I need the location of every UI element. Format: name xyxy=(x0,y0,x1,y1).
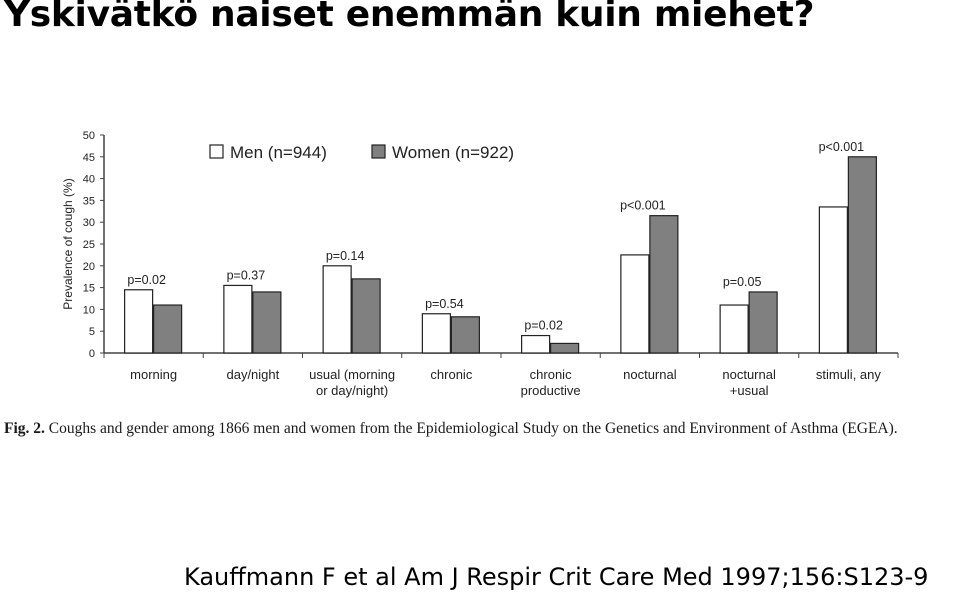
bar-men xyxy=(521,334,551,354)
x-tick-label: chronic xyxy=(530,367,572,382)
bar-women xyxy=(748,291,778,354)
p-value-label: p=0.37 xyxy=(227,268,266,282)
legend-label: Men (n=944) xyxy=(230,143,327,162)
legend-swatch-women xyxy=(371,144,386,159)
bar-women xyxy=(450,316,480,354)
bar-women xyxy=(351,278,381,354)
x-tick-label: morning xyxy=(130,367,177,382)
p-value-label: p=0.54 xyxy=(425,297,464,311)
p-value-label: p=0.02 xyxy=(127,273,166,287)
x-tick-label: or day/night) xyxy=(316,383,388,398)
x-tick-label: chronic xyxy=(430,367,472,382)
citation: Kauffmann F et al Am J Respir Crit Care … xyxy=(184,563,929,591)
y-tick-label: 45 xyxy=(83,152,95,164)
x-tick-label: usual (morning xyxy=(309,367,395,382)
bar-men xyxy=(620,254,650,354)
bar-women xyxy=(252,291,282,354)
bar-men xyxy=(421,313,451,354)
y-tick-label: 25 xyxy=(83,239,95,251)
bar-women xyxy=(550,342,580,354)
p-value-label: p<0.001 xyxy=(620,199,666,213)
figure-caption-text: Coughs and gender among 1866 men and wom… xyxy=(48,420,898,437)
bar-women xyxy=(153,304,183,354)
x-tick-label: nocturnal xyxy=(722,367,776,382)
y-tick-label: 15 xyxy=(83,283,95,295)
cough-prevalence-chart: 0 5 10 15 20 25 30 35 40 45 50 Prevalence of cough … xyxy=(61,130,899,398)
x-tick-label: productive xyxy=(521,383,581,398)
legend-label: Women (n=922) xyxy=(392,143,514,162)
bar-men xyxy=(223,284,253,354)
x-tick-label: +usual xyxy=(730,383,769,398)
y-tick-label: 40 xyxy=(83,174,95,186)
p-value-label: p=0.05 xyxy=(723,275,762,289)
bar-women xyxy=(649,215,679,354)
y-axis-label: Prevalence of cough (%) xyxy=(61,178,75,309)
x-tick-label: stimuli, any xyxy=(816,367,882,382)
p-value-label: p=0.02 xyxy=(524,319,563,333)
x-tick-label: day/night xyxy=(226,367,279,382)
x-tick-label: nocturnal xyxy=(623,367,677,382)
figure-caption-label: Fig. 2. xyxy=(4,420,45,437)
y-tick-label: 20 xyxy=(83,261,95,273)
y-tick-label: 5 xyxy=(89,326,95,338)
y-tick-label: 35 xyxy=(83,195,95,207)
y-tick-label: 50 xyxy=(83,130,95,142)
p-value-label: p<0.001 xyxy=(819,140,865,154)
bar-men xyxy=(124,289,154,354)
bar-men xyxy=(322,265,352,354)
bar-women xyxy=(847,156,877,354)
legend-swatch-men xyxy=(209,144,224,159)
y-tick-label: 0 xyxy=(89,348,95,360)
y-tick-label: 30 xyxy=(83,217,95,229)
p-value-label: p=0.14 xyxy=(326,249,365,263)
slide-title: Yskivätkö naiset enemmän kuin miehet? xyxy=(4,0,815,35)
figure-caption: Fig. 2. Coughs and gender among 1866 men… xyxy=(4,420,898,438)
bar-men xyxy=(818,206,848,354)
bar-men xyxy=(719,304,749,354)
y-tick-label: 10 xyxy=(83,304,95,316)
